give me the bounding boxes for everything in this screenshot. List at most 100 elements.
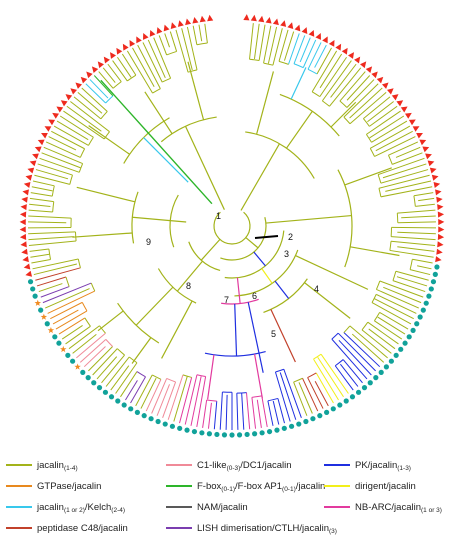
tip-arc <box>249 58 260 62</box>
tip-branch <box>88 346 113 372</box>
tip-branch <box>120 371 138 398</box>
tip-branch <box>388 141 419 156</box>
teal-circle-icon <box>417 314 423 320</box>
teal-circle-icon <box>266 428 273 435</box>
legend-swatch-gtpase <box>6 485 32 487</box>
tip-arc <box>413 195 416 207</box>
teal-circle-icon <box>378 369 384 375</box>
tip-arc <box>166 377 176 383</box>
tip-branch <box>198 24 203 42</box>
tip-branch <box>392 152 423 165</box>
tip-branch <box>38 283 63 293</box>
tip-branch <box>274 371 291 422</box>
radial-branch <box>295 255 369 290</box>
tip-branch <box>70 101 110 133</box>
tip-branch <box>272 28 283 66</box>
tip-arc <box>307 68 318 75</box>
red-triangle-icon <box>435 189 442 196</box>
teal-circle-icon <box>426 293 432 299</box>
red-triangle-icon <box>41 132 48 139</box>
tip-branch <box>105 356 130 387</box>
teal-circle-icon <box>184 427 190 433</box>
radial-branch <box>245 237 259 249</box>
tip-arc <box>99 325 106 334</box>
teal-circle-icon <box>236 432 243 438</box>
radial-branch <box>131 337 152 364</box>
teal-circle-icon <box>296 421 302 427</box>
tip-branch <box>115 362 138 394</box>
tip-branch <box>331 338 368 380</box>
legend-label: C1-like(0-3)/DC1/jacalin <box>197 459 292 472</box>
red-triangle-icon <box>86 71 93 79</box>
radial-branch <box>143 137 189 183</box>
tip-arc <box>369 148 375 157</box>
tip-arc <box>69 174 73 185</box>
radial-branch <box>200 238 221 261</box>
red-triangle-icon <box>437 211 445 218</box>
teal-circle-icon <box>96 385 103 391</box>
tip-branch <box>59 115 94 138</box>
tip-branch <box>72 334 97 354</box>
tip-branch <box>371 120 408 143</box>
teal-circle-icon <box>343 398 349 404</box>
tip-branch <box>68 325 100 350</box>
tip-branch <box>376 288 419 309</box>
red-triangle-icon <box>20 241 27 248</box>
radial-branch <box>290 67 307 100</box>
tip-branch <box>368 328 396 350</box>
internal-arc <box>221 298 259 305</box>
tip-branch <box>29 203 51 208</box>
tip-branch <box>369 105 398 127</box>
tip-branch <box>418 197 435 202</box>
teal-circle-icon <box>199 430 205 436</box>
red-triangle-icon <box>386 88 394 95</box>
red-triangle-icon <box>129 39 136 47</box>
legend-label: peptidase C48/jacalin <box>37 522 128 534</box>
tip-branch <box>137 44 161 89</box>
red-triangle-icon <box>177 20 184 27</box>
teal-circle-icon <box>428 286 434 292</box>
teal-circle-icon <box>324 409 330 415</box>
tip-branch <box>135 374 153 407</box>
tip-branch <box>169 31 178 52</box>
red-triangle-icon <box>185 18 192 26</box>
red-triangle-icon <box>136 36 142 44</box>
tip-branch <box>251 397 257 429</box>
legend-label: dirigent/jacalin <box>355 480 416 492</box>
tip-branch <box>51 130 85 150</box>
tip-branch <box>204 23 208 44</box>
tip-branch <box>272 400 280 425</box>
tip-arc <box>116 348 125 356</box>
tip-branch <box>330 63 357 98</box>
tip-branch <box>374 320 403 340</box>
tip-branch <box>377 316 406 335</box>
red-triangle-icon <box>170 22 177 30</box>
tip-arc <box>84 317 91 327</box>
tip-branch <box>343 332 381 368</box>
legend-label: PK/jacalin(1-3) <box>355 459 411 472</box>
tip-arc <box>322 100 330 107</box>
radial-branch <box>207 354 215 400</box>
tip-branch <box>369 115 405 139</box>
internal-arc <box>224 230 285 279</box>
teal-circle-icon <box>134 409 140 415</box>
red-triangle-icon <box>360 61 367 69</box>
tip-branch <box>207 402 212 429</box>
tip-branch <box>92 348 118 376</box>
radial-branch <box>270 309 296 363</box>
tip-branch <box>77 92 103 114</box>
red-triangle-icon <box>354 56 361 64</box>
tip-branch <box>65 325 91 345</box>
tip-branch <box>202 399 208 428</box>
radial-branch <box>253 353 263 399</box>
legend: jacalin(1-4) GTPase/jacalin jacalin(1 or 2… <box>0 452 473 550</box>
internal-arc <box>213 211 251 245</box>
red-triangle-icon <box>328 39 335 47</box>
tip-branch <box>339 363 359 387</box>
tip-arc <box>363 118 370 127</box>
tip-branch <box>132 47 155 87</box>
internal-arc <box>263 278 308 314</box>
red-triangle-icon <box>116 47 123 55</box>
red-triangle-icon <box>20 204 27 211</box>
tip-branch <box>83 346 106 368</box>
